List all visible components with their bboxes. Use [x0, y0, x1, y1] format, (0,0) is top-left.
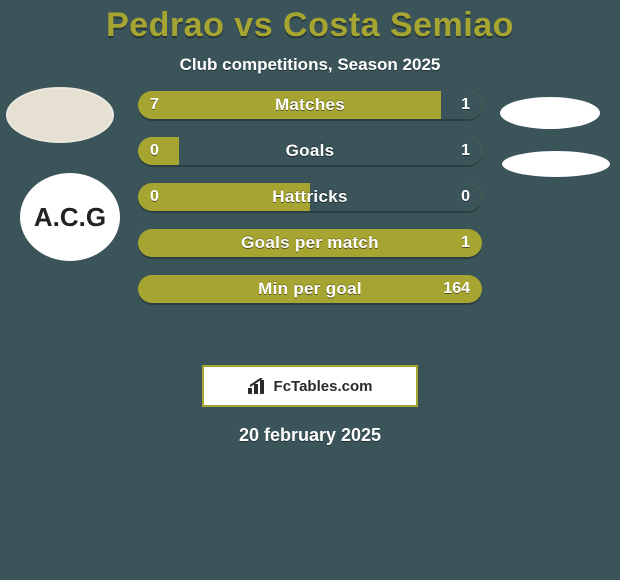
page-subtitle: Club competitions, Season 2025	[0, 55, 620, 75]
club-badge-text: A.C.G	[22, 175, 118, 259]
stat-bar: 0Hattricks0	[138, 183, 482, 211]
avatar-right-1	[500, 97, 600, 129]
brand-text: FcTables.com	[274, 378, 373, 395]
comparison-stage: A.C.G 7Matches10Goals10Hattricks0Goals p…	[0, 105, 620, 355]
stat-right-value: 1	[461, 229, 470, 257]
page-title: Pedrao vs Costa Semiao	[0, 6, 620, 45]
stat-right-value: 1	[461, 91, 470, 119]
stat-bar: Goals per match1	[138, 229, 482, 257]
stat-label: Goals per match	[138, 229, 482, 257]
stat-label: Matches	[138, 91, 482, 119]
stat-bars: 7Matches10Goals10Hattricks0Goals per mat…	[138, 91, 482, 321]
avatar-player-left	[6, 87, 114, 143]
stat-label: Min per goal	[138, 275, 482, 303]
stat-bar: 0Goals1	[138, 137, 482, 165]
stat-bar: Min per goal164	[138, 275, 482, 303]
avatar-right-2	[502, 151, 610, 177]
date-text: 20 february 2025	[0, 425, 620, 446]
stat-label: Goals	[138, 137, 482, 165]
stat-label: Hattricks	[138, 183, 482, 211]
avatar-club-left: A.C.G	[20, 173, 120, 261]
stat-right-value: 1	[461, 137, 470, 165]
chart-icon	[248, 378, 268, 394]
stat-right-value: 0	[461, 183, 470, 211]
stat-bar: 7Matches1	[138, 91, 482, 119]
brand-badge: FcTables.com	[202, 365, 418, 407]
stat-right-value: 164	[443, 275, 470, 303]
